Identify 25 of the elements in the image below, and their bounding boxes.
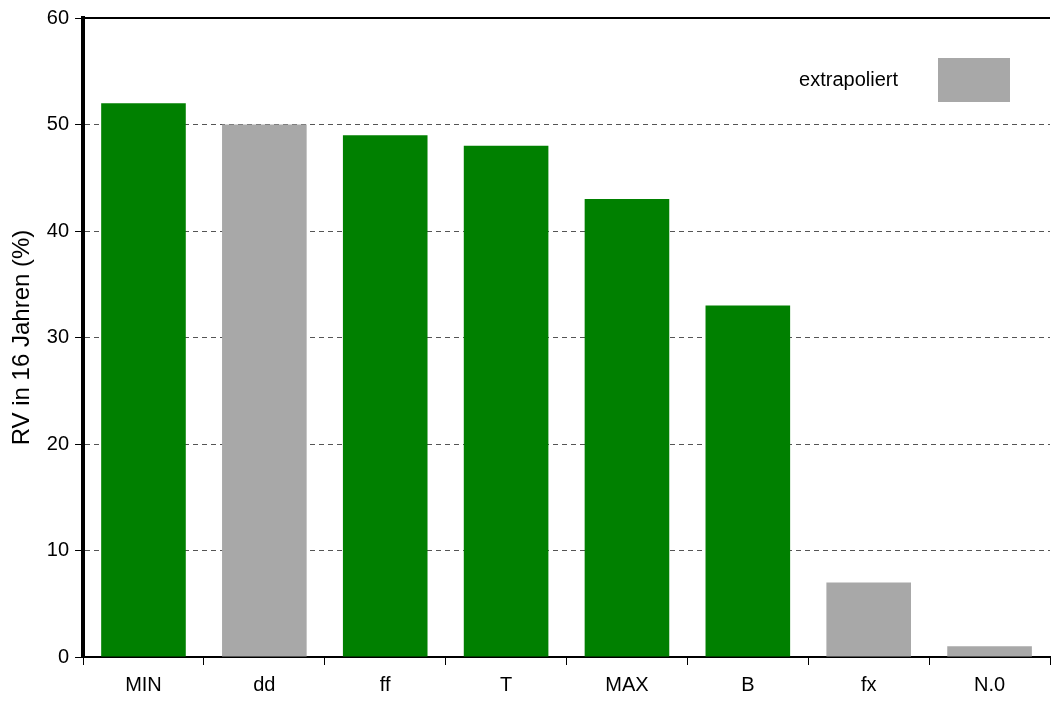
x-tick-label: MIN — [125, 672, 162, 695]
bar — [101, 103, 186, 657]
bar — [342, 135, 428, 657]
y-tick-label: 0 — [57, 644, 70, 667]
y-tick-label: 50 — [46, 112, 70, 135]
x-tick-label: fx — [860, 672, 877, 695]
y-tick-label: 40 — [46, 218, 70, 241]
bar — [705, 305, 791, 657]
bar — [584, 199, 670, 657]
legend-label: extrapoliert — [799, 67, 899, 90]
x-tick-label: T — [499, 672, 513, 695]
x-tick-label: MAX — [605, 672, 649, 695]
x-tick-label: ff — [379, 672, 392, 695]
y-tick-label: 60 — [46, 5, 70, 28]
y-tick-label: 20 — [46, 431, 70, 454]
bar — [463, 145, 549, 657]
bar — [947, 646, 1032, 657]
x-tick-label: B — [741, 672, 755, 695]
y-axis-title: RV in 16 Jahren (%) — [7, 229, 35, 446]
x-tick-label: N.0 — [974, 672, 1006, 695]
x-tick-label: dd — [253, 672, 276, 695]
y-tick-label: 10 — [46, 538, 70, 561]
bar — [222, 124, 307, 657]
y-tick-label: 30 — [46, 325, 70, 348]
bar — [826, 582, 911, 657]
